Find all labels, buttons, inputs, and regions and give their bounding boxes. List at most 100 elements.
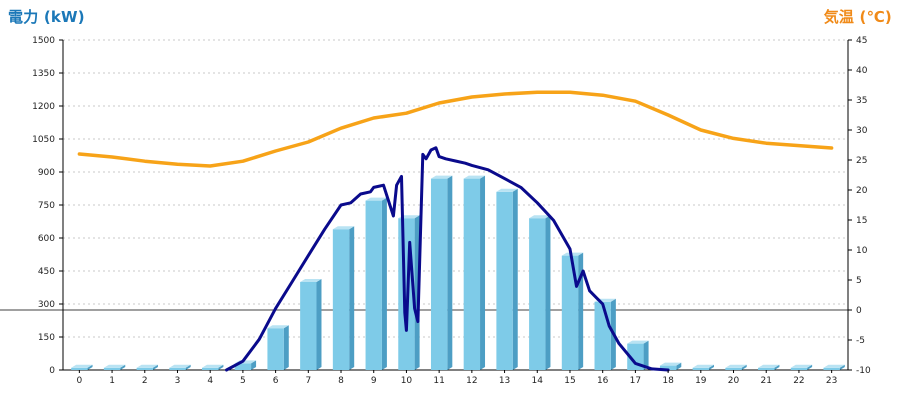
power-bar — [332, 226, 355, 370]
power-bar-side — [676, 362, 682, 370]
bars-layer — [71, 175, 845, 370]
power-bar-front — [758, 367, 775, 370]
power-bar — [300, 279, 322, 370]
power-bar-front — [202, 367, 219, 370]
right-axis-title: 気温 (℃) — [823, 8, 892, 26]
power-bar-side — [349, 226, 355, 370]
x-tick-label: 7 — [305, 376, 311, 386]
power-bar — [202, 364, 224, 370]
power-bar-side — [381, 197, 387, 370]
power-bar-side — [839, 364, 845, 370]
x-tick-label: 4 — [207, 376, 213, 386]
x-tick-label: 6 — [273, 376, 279, 386]
right-tick-label: 15 — [856, 216, 867, 226]
power-bar-side — [774, 364, 780, 370]
x-tick-label: 13 — [499, 376, 510, 386]
power-bar — [169, 364, 191, 370]
power-bar — [463, 175, 486, 370]
power-bar-top — [71, 364, 93, 368]
right-tick-label: 0 — [856, 306, 862, 316]
x-tick-label: 3 — [175, 376, 181, 386]
left-tick-label: 1200 — [32, 102, 55, 112]
power-bar-side — [185, 364, 191, 370]
x-tick-label: 9 — [371, 376, 377, 386]
right-tick-label: -10 — [856, 366, 871, 376]
power-bar-front — [692, 367, 709, 370]
x-tick-label: 17 — [630, 376, 641, 386]
x-tick-label: 22 — [793, 376, 804, 386]
x-tick-label: 15 — [564, 376, 575, 386]
grid-layer — [63, 39, 848, 338]
x-tick-label: 12 — [466, 376, 477, 386]
power-bar-top — [103, 364, 126, 368]
x-tick-label: 23 — [826, 376, 837, 386]
left-tick-label: 0 — [49, 366, 55, 376]
left-tick-label: 300 — [38, 300, 55, 310]
power-bar — [496, 188, 518, 370]
power-bar-side — [480, 175, 486, 370]
x-tick-label: 18 — [662, 376, 674, 386]
power-bar-side — [741, 364, 747, 370]
right-tick-label: 25 — [856, 156, 867, 166]
power-bar — [823, 364, 845, 370]
x-tick-label: 19 — [695, 376, 707, 386]
power-bar — [267, 325, 289, 370]
left-tick-label: 1350 — [32, 69, 55, 79]
x-tick-label: 1 — [109, 376, 115, 386]
x-tick-label: 5 — [240, 376, 246, 386]
x-tick-label: 14 — [532, 376, 544, 386]
power-bar-top — [561, 252, 584, 256]
power-bar-side — [283, 325, 289, 370]
power-bar-top — [365, 197, 387, 201]
power-bar-side — [545, 215, 551, 370]
power-bar-front — [300, 282, 317, 370]
lines-layer — [77, 90, 834, 372]
power-bar — [790, 364, 813, 370]
power-bar-side — [807, 364, 813, 370]
power-bar-top — [136, 364, 158, 368]
axis-layer — [0, 40, 849, 371]
power-bar-top — [790, 364, 813, 368]
power-bar-front — [725, 367, 742, 370]
power-bar — [725, 364, 747, 370]
power-bar-top — [823, 364, 845, 368]
power-bar-front — [496, 191, 513, 370]
power-bar-top — [267, 325, 289, 329]
power-bar-top — [300, 279, 322, 282]
right-tick-label: 5 — [856, 276, 862, 286]
x-tick-label: 0 — [76, 376, 82, 386]
x-tick-label: 8 — [338, 376, 344, 386]
power-bar-side — [414, 215, 420, 370]
power-bar-side — [152, 364, 158, 370]
power-bar-front — [71, 367, 88, 370]
left-tick-label: 1500 — [32, 36, 55, 46]
power-bar-front — [561, 255, 579, 370]
left-tick-label: 1050 — [32, 135, 55, 145]
power-bar-side — [447, 175, 453, 370]
power-bar-side — [120, 364, 126, 370]
power-bar — [365, 197, 387, 370]
power-bar-top — [332, 226, 355, 230]
power-bar-front — [332, 229, 350, 370]
power-bar — [758, 364, 780, 370]
left-tick-label: 900 — [38, 168, 55, 178]
power-bar-top — [169, 364, 191, 368]
power-bar-top — [659, 362, 682, 366]
power-bar-front — [790, 367, 808, 370]
power-line — [225, 146, 670, 372]
power-bar-side — [708, 364, 714, 370]
ticks-layer: 01503004506007509001050120013501500-10-5… — [32, 36, 871, 386]
right-tick-label: -5 — [856, 336, 865, 346]
left-tick-label: 150 — [38, 333, 55, 343]
x-tick-label: 16 — [597, 376, 609, 386]
power-bar-top — [758, 364, 780, 368]
power-bar — [659, 362, 682, 370]
power-bar-top — [496, 188, 518, 192]
power-bar — [430, 175, 453, 370]
x-tick-label: 10 — [401, 376, 413, 386]
x-tick-label: 11 — [433, 376, 444, 386]
power-bar-top — [430, 175, 453, 179]
power-bar-front — [365, 200, 382, 370]
x-tick-label: 20 — [728, 376, 740, 386]
right-tick-label: 45 — [856, 36, 867, 46]
